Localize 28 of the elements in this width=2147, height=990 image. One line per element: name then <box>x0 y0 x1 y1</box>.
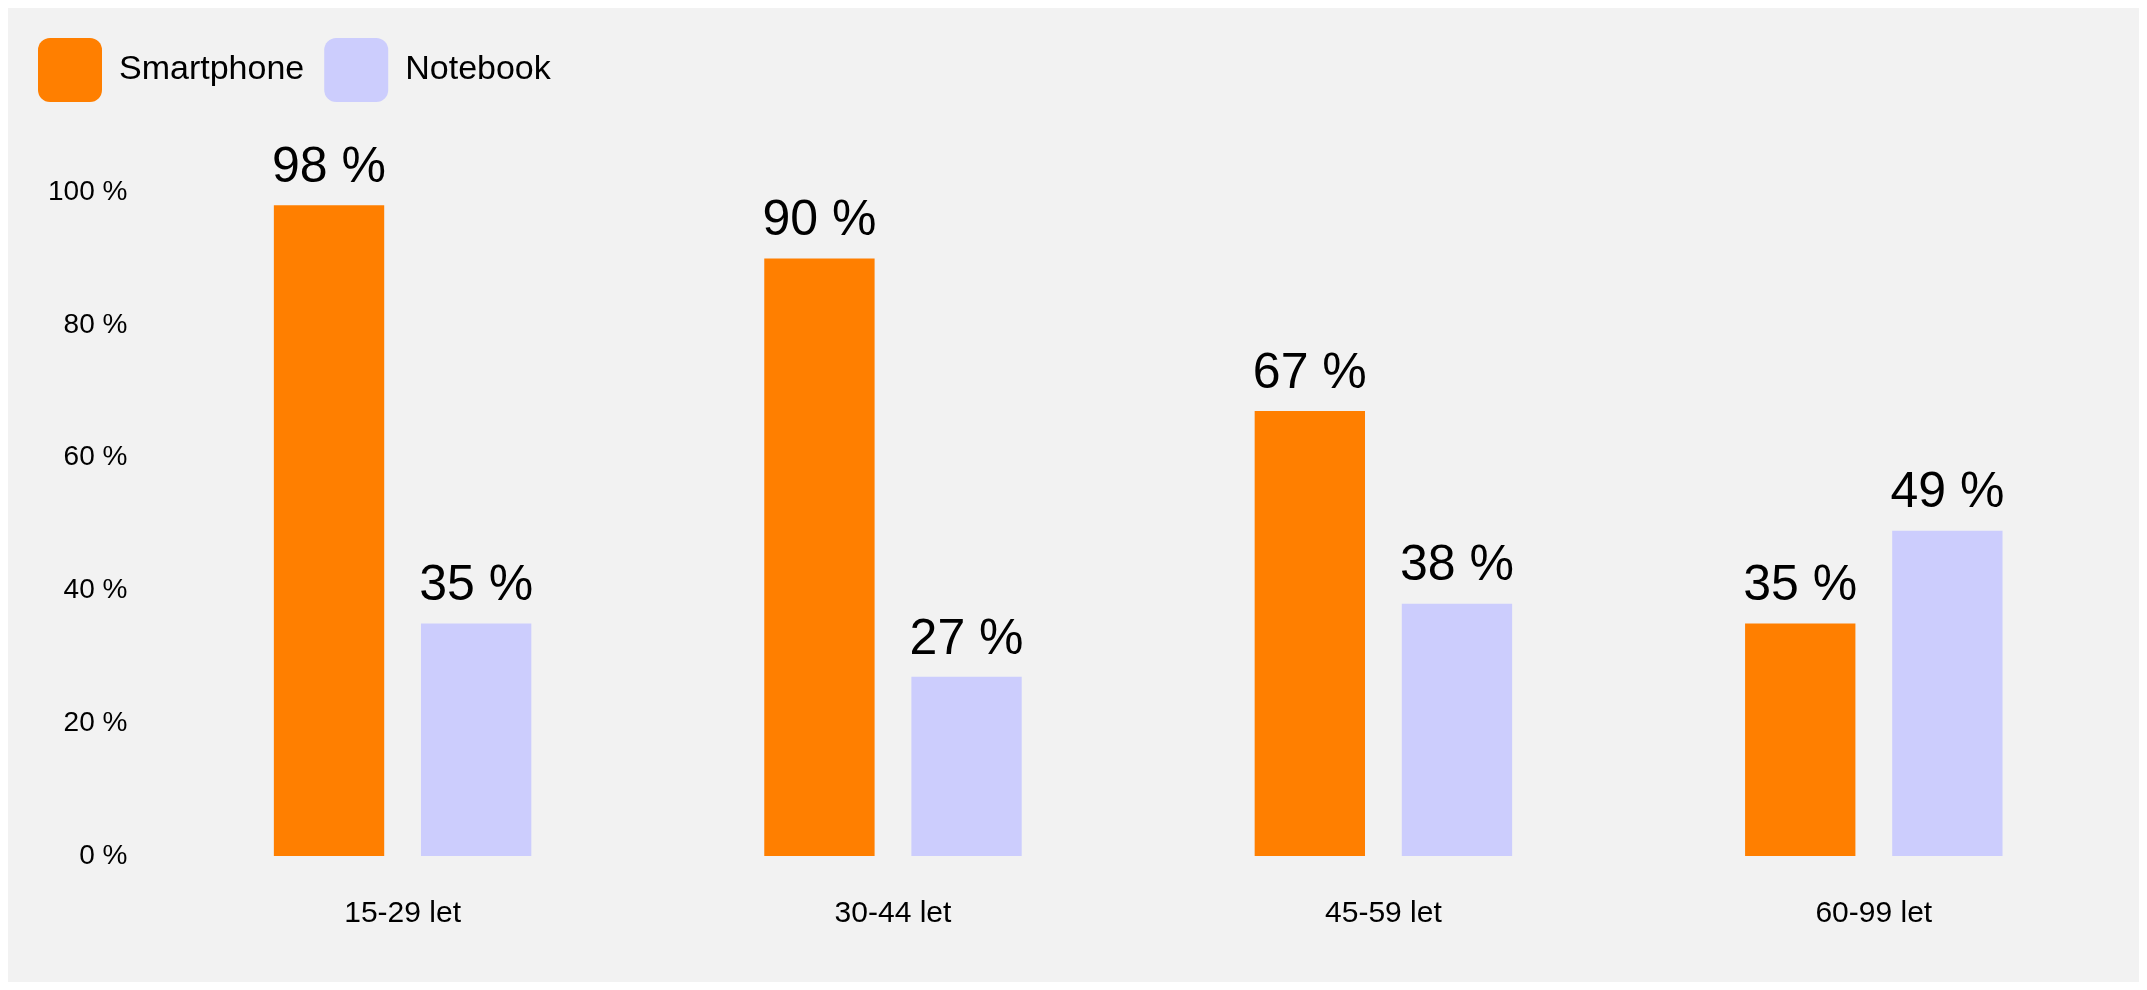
data-label: 98 % <box>272 137 387 194</box>
bar <box>273 205 385 856</box>
bar <box>911 676 1022 856</box>
x-tick-label: 15-29 let <box>344 895 462 929</box>
y-tick-label: 20 % <box>63 705 128 737</box>
data-label: 90 % <box>762 190 877 247</box>
x-tick-label: 45-59 let <box>1325 895 1443 929</box>
y-tick-label: 40 % <box>63 573 128 605</box>
bar <box>420 623 532 856</box>
bar <box>1892 530 2003 856</box>
bar <box>1254 411 1366 856</box>
data-label: 27 % <box>909 608 1024 665</box>
x-tick-label: 30-44 let <box>834 895 953 929</box>
y-tick-label: 60 % <box>63 440 128 472</box>
x-tick-label: 60-99 let <box>1815 895 1933 929</box>
bar <box>1745 623 1856 856</box>
data-label: 38 % <box>1399 535 1514 592</box>
bar <box>764 258 875 856</box>
data-label: 35 % <box>1743 555 1858 612</box>
y-tick-label: 80 % <box>63 307 128 339</box>
legend-label: Notebook <box>405 48 552 87</box>
data-label: 49 % <box>1890 462 2005 519</box>
bar <box>1401 603 1513 856</box>
y-tick-label: 100 % <box>47 174 128 206</box>
data-label: 35 % <box>419 555 534 612</box>
data-label: 67 % <box>1252 342 1367 399</box>
legend-label: Smartphone <box>119 48 305 87</box>
y-tick-label: 0 % <box>79 838 128 870</box>
